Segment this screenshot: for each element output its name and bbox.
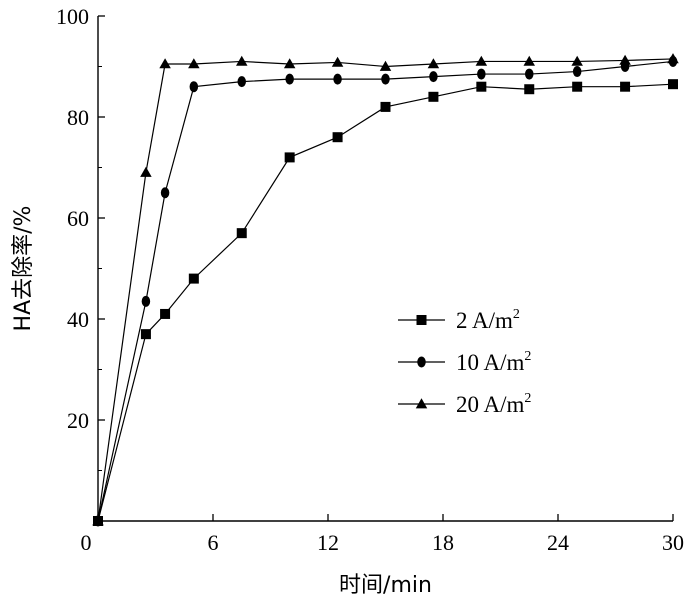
y-tick-label: 60 [67, 206, 89, 231]
data-point-triangle [523, 55, 535, 66]
data-point-triangle [159, 58, 171, 69]
data-point-square [380, 101, 391, 112]
data-point-triangle [140, 166, 152, 177]
data-point-square [188, 273, 199, 284]
data-point-square [476, 81, 487, 92]
legend-entry: 2 A/m2 [398, 307, 520, 333]
data-point-circle [525, 68, 534, 80]
data-point-triangle [427, 58, 440, 69]
x-tick-label: 12 [317, 530, 339, 555]
data-point-circle [285, 73, 294, 85]
legend-label: 20 A/m2 [456, 391, 531, 417]
data-point-triangle [619, 54, 631, 65]
data-point-circle [333, 73, 342, 85]
data-point-circle [141, 295, 151, 307]
legend-label: 2 A/m2 [456, 307, 520, 333]
data-point-square [572, 81, 583, 92]
data-point-circle [417, 356, 426, 368]
series-layer [92, 53, 679, 527]
data-point-square [332, 132, 343, 143]
y-tick-label: 40 [67, 307, 89, 332]
data-point-square [236, 228, 247, 239]
origin-label: 0 [81, 530, 92, 555]
data-point-triangle [283, 58, 296, 69]
x-tick-label: 30 [662, 530, 684, 555]
data-point-square [620, 81, 631, 92]
series-circle [93, 55, 678, 527]
legend: 2 A/m2 10 A/m2 20 A/m2 [398, 307, 531, 417]
legend-superscript: 2 [524, 391, 531, 406]
data-point-circle [237, 76, 246, 88]
data-point-square [668, 79, 678, 90]
data-point-triangle [667, 53, 679, 64]
data-point-triangle [92, 515, 104, 526]
data-point-triangle [331, 56, 344, 67]
data-point-circle [477, 68, 486, 80]
ticks: 6 12 18 24 30 0 20 40 60 80 100 [56, 4, 684, 555]
x-tick-label: 24 [547, 530, 569, 555]
data-point-square [140, 329, 151, 340]
data-point-circle [381, 73, 390, 85]
y-tick-label: 80 [67, 105, 89, 130]
data-point-circle [572, 66, 582, 78]
x-axis-label: 时间/min [339, 573, 432, 598]
series-line [97, 83, 674, 522]
legend-label: 10 A/m2 [456, 349, 531, 375]
data-point-triangle [571, 55, 583, 66]
data-point-circle [429, 71, 438, 83]
data-point-square [284, 152, 295, 163]
data-point-triangle [236, 55, 248, 66]
data-point-circle [189, 81, 199, 93]
series-line [97, 60, 674, 522]
x-tick-label: 6 [208, 530, 219, 555]
data-point-square [160, 308, 171, 319]
data-point-square [524, 84, 535, 95]
series-line [97, 58, 674, 522]
legend-entry: 10 A/m2 [398, 349, 531, 375]
legend-superscript: 2 [513, 307, 520, 322]
data-point-triangle [379, 60, 392, 71]
data-point-triangle [475, 55, 488, 66]
data-point-circle [160, 187, 170, 199]
data-point-square [416, 315, 427, 325]
legend-entry: 20 A/m2 [398, 391, 531, 417]
series-square [93, 79, 678, 526]
x-tick-label: 18 [432, 530, 454, 555]
y-axis-label: HA去除率/% [11, 206, 36, 332]
y-tick-label: 20 [67, 408, 89, 433]
data-point-triangle [415, 398, 428, 409]
data-point-square [428, 91, 439, 102]
legend-superscript: 2 [524, 349, 531, 364]
axes [97, 16, 673, 522]
data-point-triangle [188, 58, 200, 69]
series-triangle [92, 53, 679, 526]
y-tick-label: 100 [56, 4, 89, 29]
